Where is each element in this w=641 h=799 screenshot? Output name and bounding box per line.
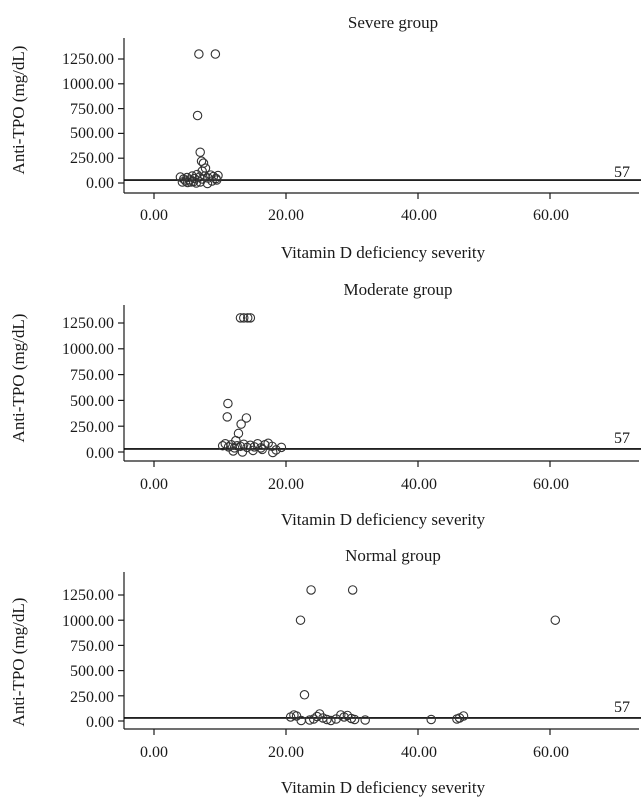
y-tick-label: 250.00	[70, 150, 114, 167]
y-tick-label: 1250.00	[62, 587, 114, 604]
data-point	[213, 170, 223, 181]
y-tick-label: 250.00	[70, 689, 114, 706]
x-tick-label: 40.00	[401, 744, 437, 761]
data-point	[198, 158, 209, 168]
data-point	[195, 147, 205, 157]
y-tick-label: 1000.00	[62, 76, 114, 93]
x-tick-label: 60.00	[533, 744, 569, 761]
data-point	[186, 177, 196, 187]
y-tick-label: 500.00	[70, 663, 114, 680]
x-tick-label: 0.00	[140, 207, 168, 224]
data-point	[196, 156, 207, 166]
x-tick-label: 60.00	[533, 476, 569, 493]
data-point	[191, 178, 201, 188]
data-point	[245, 440, 256, 451]
data-point	[360, 715, 370, 725]
data-point	[202, 178, 213, 189]
reference-line-label: 57	[614, 164, 630, 181]
data-point	[299, 690, 310, 700]
x-axis-label: Vitamin D deficiency severity	[281, 243, 486, 262]
data-point	[322, 714, 332, 725]
x-tick-label: 60.00	[533, 207, 569, 224]
y-tick-label: 1250.00	[62, 51, 114, 68]
y-tick-label: 1000.00	[62, 613, 114, 630]
y-axis-label: Anti-TPO (mg/dL)	[9, 598, 28, 727]
x-axis-label: Vitamin D deficiency severity	[281, 778, 486, 797]
x-tick-label: 20.00	[268, 476, 304, 493]
y-tick-label: 1000.00	[62, 341, 114, 358]
reference-line-label: 57	[614, 430, 630, 447]
data-point	[550, 615, 561, 625]
data-point	[223, 398, 233, 409]
data-point	[187, 171, 198, 181]
data-point	[207, 176, 217, 186]
y-axis-label: Anti-TPO (mg/dL)	[9, 314, 28, 443]
y-tick-label: 500.00	[70, 125, 114, 142]
data-point	[257, 444, 267, 455]
y-axis-label: Anti-TPO (mg/dL)	[9, 46, 28, 175]
data-point	[312, 711, 322, 722]
chart-panel-normal: Normal group Anti-TPO (mg/dL) Vitamin D …	[9, 546, 641, 797]
data-point	[226, 440, 236, 450]
chart-title: Normal group	[345, 546, 441, 565]
data-point	[271, 445, 281, 455]
data-point	[210, 49, 221, 59]
data-point	[458, 711, 469, 721]
data-point	[276, 442, 287, 453]
data-point	[222, 412, 233, 422]
y-tick-label: 0.00	[86, 445, 114, 462]
data-point	[426, 714, 436, 725]
data-point	[228, 446, 238, 456]
data-point	[308, 714, 319, 724]
data-point	[237, 447, 248, 457]
y-tick-label: 250.00	[70, 419, 114, 436]
data-point	[192, 110, 203, 121]
x-tick-label: 0.00	[140, 476, 168, 493]
x-tick-label: 40.00	[401, 207, 437, 224]
y-tick-label: 0.00	[86, 175, 114, 192]
data-point	[235, 313, 246, 323]
data-point	[349, 714, 360, 725]
data-point	[236, 419, 246, 429]
y-tick-label: 500.00	[70, 393, 114, 410]
data-point	[208, 171, 219, 182]
data-point	[241, 413, 252, 423]
data-point	[326, 715, 336, 726]
chart-panel-severe: Severe group Anti-TPO (mg/dL) Vitamin D …	[9, 13, 641, 262]
y-tick-label: 750.00	[70, 367, 114, 384]
y-tick-label: 0.00	[86, 714, 114, 731]
y-tick-label: 750.00	[70, 101, 114, 118]
data-point	[239, 313, 249, 323]
chart-title: Moderate group	[343, 280, 452, 299]
x-tick-label: 20.00	[268, 207, 304, 224]
y-tick-label: 750.00	[70, 638, 114, 655]
x-tick-label: 20.00	[268, 744, 304, 761]
data-point	[195, 177, 205, 187]
data-point	[268, 447, 278, 458]
x-axis-label: Vitamin D deficiency severity	[281, 510, 486, 529]
data-point	[295, 615, 306, 625]
chart-panel-moderate: Moderate group Anti-TPO (mg/dL) Vitamin …	[9, 280, 641, 529]
data-point	[206, 170, 216, 180]
data-point	[194, 49, 204, 59]
data-point	[347, 585, 358, 595]
data-point	[248, 445, 258, 456]
data-point	[180, 176, 191, 186]
chart-title: Severe group	[348, 13, 438, 32]
data-point	[242, 313, 253, 323]
data-point	[306, 585, 316, 595]
y-tick-label: 1250.00	[62, 315, 114, 332]
data-point	[245, 313, 256, 323]
x-tick-label: 0.00	[140, 744, 168, 761]
data-point	[220, 438, 231, 449]
reference-line-label: 57	[614, 699, 630, 716]
data-point	[211, 175, 222, 185]
x-tick-label: 40.00	[401, 476, 437, 493]
